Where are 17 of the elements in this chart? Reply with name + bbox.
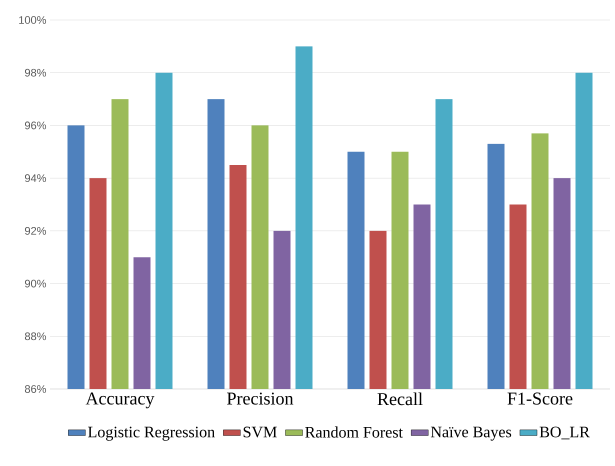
y-tick-label: 88% — [24, 332, 46, 340]
y-tick-label: 94% — [24, 174, 46, 182]
y-tick-label: 86% — [24, 385, 46, 393]
x-tick-label: Accuracy — [86, 392, 154, 408]
y-tick-label: 92% — [24, 226, 46, 235]
legend-label: BO_LR — [540, 426, 590, 440]
legend-label: Random Forest — [305, 426, 403, 438]
legend-label: SVM — [244, 426, 277, 438]
legend-label: Naïve Bayes — [430, 426, 512, 441]
legend-label: Logistic Regression — [88, 426, 215, 441]
y-tick-label: 100% — [19, 16, 46, 24]
x-tick-label: Recall — [378, 392, 423, 406]
y-tick-label: 96% — [24, 122, 46, 130]
y-tick-label: 98% — [24, 68, 46, 77]
x-tick-label: Precision — [227, 392, 294, 405]
x-tick-label: F1-Score — [508, 392, 572, 405]
y-tick-label: 90% — [24, 280, 46, 288]
